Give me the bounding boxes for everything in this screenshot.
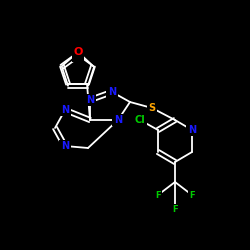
Text: O: O <box>73 50 83 60</box>
Text: N: N <box>61 105 69 115</box>
Text: F: F <box>155 190 161 200</box>
Text: S: S <box>148 103 156 113</box>
Text: N: N <box>108 87 116 97</box>
Text: O: O <box>73 47 83 57</box>
Text: N: N <box>114 115 122 125</box>
Text: Cl: Cl <box>134 115 145 125</box>
Text: N: N <box>86 95 94 105</box>
Text: N: N <box>188 125 196 135</box>
Text: N: N <box>61 141 69 151</box>
Text: F: F <box>189 190 195 200</box>
Text: F: F <box>172 206 178 214</box>
